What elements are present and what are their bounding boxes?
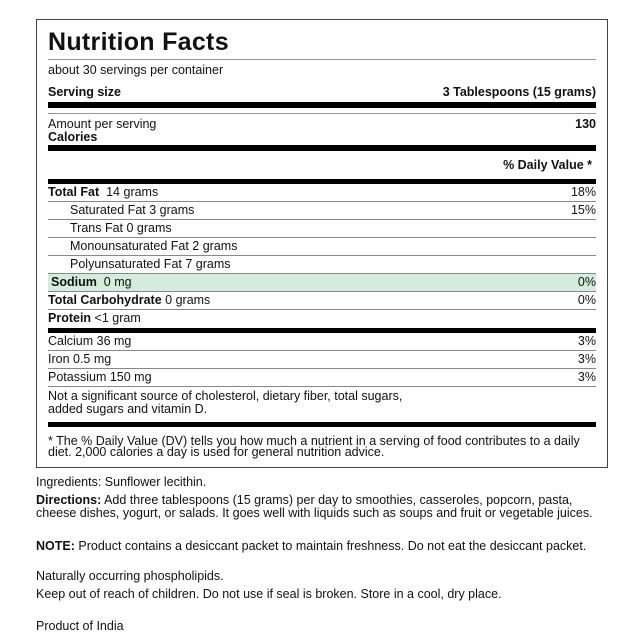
mineral-row-calcium: Calcium 36 mg 3%	[48, 333, 596, 351]
phospholipids-text: Naturally occurring phospholipids.	[36, 569, 224, 583]
nutrient-row-carbohydrate: Total Carbohydrate 0 grams 0%	[48, 292, 596, 310]
ingredients: Ingredients: Sunflower lecithin.	[36, 475, 207, 489]
nutrient-row-saturated-fat: Saturated Fat 3 grams 15%	[48, 202, 596, 220]
divider	[48, 145, 596, 151]
mineral-dv: 3%	[577, 352, 596, 366]
nutrient-name: Polyunsaturated Fat 7 grams	[70, 257, 231, 271]
calories-label: Calories	[48, 130, 98, 144]
mineral-name: Potassium 150 mg	[48, 370, 152, 384]
daily-value-header: % Daily Value *	[503, 158, 592, 172]
nutrient-name: Protein	[48, 311, 92, 325]
nutrient-name: Monounsaturated Fat 2 grams	[70, 239, 238, 253]
divider	[48, 102, 596, 108]
nutrient-name: Trans Fat 0 grams	[70, 221, 172, 235]
divider	[48, 328, 596, 333]
amount-per-serving: Amount per serving	[48, 117, 157, 131]
origin-text: Product of India	[36, 619, 124, 633]
mineral-row-iron: Iron 0.5 mg 3%	[48, 351, 596, 369]
directions-label: Directions:	[36, 493, 102, 507]
mineral-dv: 3%	[577, 334, 596, 348]
directions-text: Add three tablespoons (15 grams) per day…	[36, 493, 593, 520]
servings-per-container: about 30 servings per container	[48, 63, 224, 77]
calories-row: Amount per serving Calories 130	[48, 114, 596, 145]
mineral-row-potassium: Potassium 150 mg 3%	[48, 369, 596, 387]
divider	[48, 108, 596, 114]
note-label: NOTE:	[36, 539, 75, 553]
nutrient-amount: <1 gram	[94, 311, 141, 325]
mineral-name: Calcium 36 mg	[48, 334, 132, 348]
nutrient-row-total-fat: Total Fat 14 grams 18%	[48, 184, 596, 202]
nutrient-dv: 18%	[570, 185, 596, 199]
nutrient-row-poly-fat: Polyunsaturated Fat 7 grams	[48, 256, 596, 274]
daily-value-footnote: * The % Daily Value (DV) tells you how m…	[48, 434, 580, 459]
not-significant-note: Not a significant source of cholesterol,…	[48, 389, 403, 416]
calories-value: 130	[575, 117, 596, 131]
nutrient-name: Saturated Fat 3 grams	[70, 203, 195, 217]
note: NOTE: Product contains a desiccant packe…	[36, 540, 616, 553]
nutrient-row-mono-fat: Monounsaturated Fat 2 grams	[48, 238, 596, 256]
nutrient-row-trans-fat: Trans Fat 0 grams	[48, 220, 596, 238]
nutrition-facts-label: Nutrition Facts about 30 servings per co…	[36, 19, 608, 468]
nutrient-amount: 0 mg	[103, 275, 132, 289]
nutrient-name: Sodium	[51, 275, 97, 289]
note-text: Product contains a desiccant packet to m…	[74, 539, 587, 553]
mineral-name: Iron 0.5 mg	[48, 352, 112, 366]
nutrient-row-sodium: Sodium 0 mg 0%	[48, 274, 596, 292]
nutrient-name: Total Carbohydrate	[48, 293, 162, 307]
label-title: Nutrition Facts	[48, 24, 596, 60]
directions: Directions: Add three tablespoons (15 gr…	[36, 494, 616, 519]
serving-size-label: Serving size	[48, 85, 121, 99]
nutrient-amount: 0 grams	[165, 293, 211, 307]
nutrient-name: Total Fat	[48, 185, 100, 199]
nutrient-amount: 14 grams	[106, 185, 159, 199]
storage-text: Keep out of reach of children. Do not us…	[36, 587, 502, 601]
nutrient-row-protein: Protein <1 gram	[48, 310, 596, 328]
nutrient-dv: 0%	[577, 293, 596, 307]
serving-size-row: Serving size 3 Tablespoons (15 grams)	[48, 82, 596, 102]
nutrient-dv: 15%	[570, 203, 596, 217]
nutrient-dv: 0%	[577, 275, 596, 289]
divider	[48, 179, 596, 184]
serving-size-value: 3 Tablespoons (15 grams)	[442, 85, 596, 99]
mineral-dv: 3%	[577, 370, 596, 384]
divider	[48, 422, 596, 427]
